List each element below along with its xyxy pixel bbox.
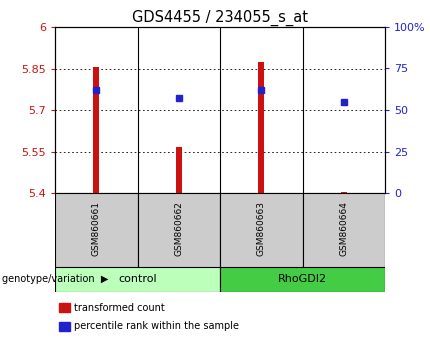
Bar (93, 67, 99, 193)
Bar (55, 267, 220, 292)
Bar (59, 322, 70, 331)
Bar (220, 193, 302, 267)
Text: RhoGDI2: RhoGDI2 (278, 274, 327, 285)
Text: GSM860662: GSM860662 (174, 201, 183, 256)
Text: control: control (118, 274, 157, 285)
Bar (220, 267, 385, 292)
Bar (138, 193, 220, 267)
Text: GSM860661: GSM860661 (92, 201, 101, 256)
Text: GSM860663: GSM860663 (257, 201, 266, 256)
Bar (176, 147, 181, 193)
Text: transformed count: transformed count (74, 303, 165, 313)
Text: genotype/variation  ▶: genotype/variation ▶ (2, 274, 108, 285)
Bar (59, 303, 70, 312)
Text: GSM860664: GSM860664 (339, 201, 348, 256)
Bar (55, 193, 138, 267)
Bar (302, 193, 385, 267)
Bar (258, 62, 264, 193)
Text: percentile rank within the sample: percentile rank within the sample (74, 321, 240, 331)
Title: GDS4455 / 234055_s_at: GDS4455 / 234055_s_at (132, 10, 308, 25)
